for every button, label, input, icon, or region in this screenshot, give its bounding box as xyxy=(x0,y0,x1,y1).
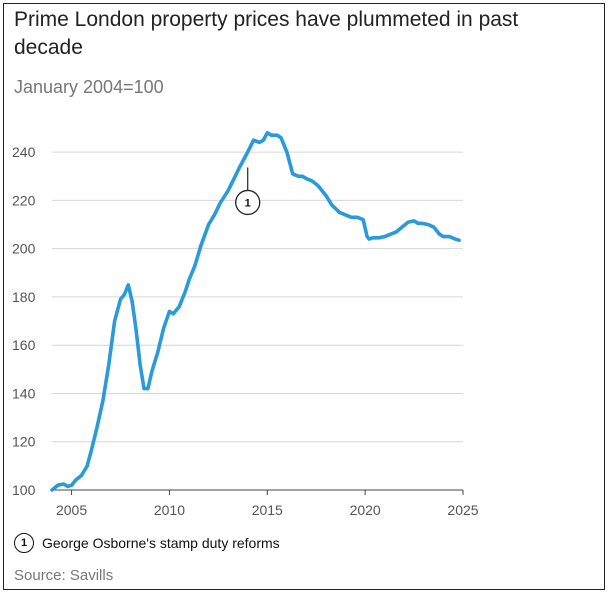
y-tick-label: 100 xyxy=(12,482,36,498)
y-tick-label: 220 xyxy=(12,192,36,208)
series-line xyxy=(50,131,461,492)
footnote-text: George Osborne's stamp duty reforms xyxy=(42,535,280,551)
chart-subtitle: January 2004=100 xyxy=(14,77,164,97)
x-tick-label: 2005 xyxy=(56,502,87,518)
footnote: 1 George Osborne's stamp duty reforms xyxy=(14,533,280,553)
x-tick-label: 2020 xyxy=(350,502,381,518)
annotation-circle xyxy=(235,189,261,216)
y-tick-label: 120 xyxy=(12,434,36,450)
y-tick-label: 180 xyxy=(12,289,36,305)
y-tick-label: 240 xyxy=(12,144,36,160)
x-tick-label: 2015 xyxy=(252,502,283,518)
x-tick-label: 2010 xyxy=(154,502,185,518)
footnote-marker-icon: 1 xyxy=(14,533,34,553)
annotation-label: 1 xyxy=(245,197,251,209)
source-note: Source: Savills xyxy=(14,567,114,584)
x-tick-label: 2025 xyxy=(447,502,478,518)
y-tick-label: 140 xyxy=(12,385,36,401)
chart-title: Prime London property prices have plumme… xyxy=(14,8,519,59)
y-tick-label: 200 xyxy=(12,241,36,257)
y-tick-label: 160 xyxy=(12,337,36,353)
